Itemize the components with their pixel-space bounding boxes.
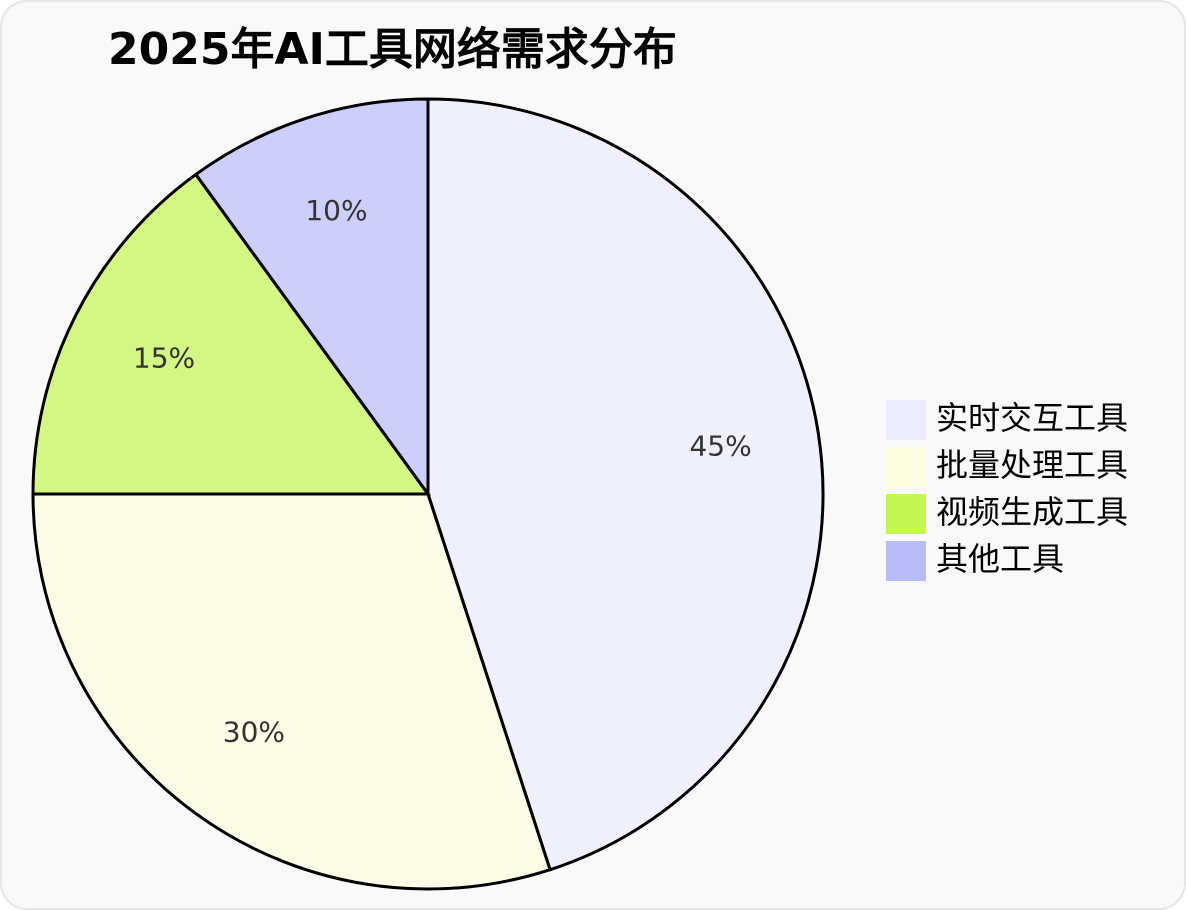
data-label: 10%	[305, 194, 367, 227]
legend-swatch	[886, 494, 926, 534]
legend-label: 视频生成工具	[936, 493, 1128, 531]
legend-label: 其他工具	[936, 540, 1064, 578]
data-label: 45%	[689, 430, 751, 463]
pie-slice	[426, 97, 825, 872]
legend-label: 批量处理工具	[936, 446, 1128, 484]
pie-slice	[31, 492, 552, 891]
legend-swatch	[886, 447, 926, 487]
pie-slice	[31, 172, 431, 496]
data-label: 30%	[223, 716, 285, 749]
chart-title: 2025年AI工具网络需求分布	[108, 24, 677, 75]
legend-swatch	[886, 400, 926, 440]
legend-label: 实时交互工具	[936, 399, 1128, 437]
data-label: 15%	[133, 342, 195, 375]
pie-slice	[193, 97, 430, 499]
legend-swatch	[886, 541, 926, 581]
